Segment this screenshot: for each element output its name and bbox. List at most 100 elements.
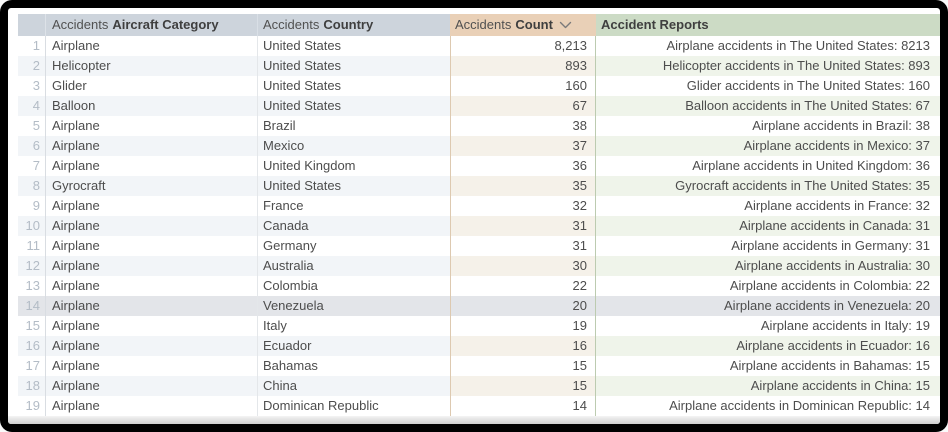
header-aircraft-category[interactable]: Accidents Aircraft Category [46,14,258,36]
header-country[interactable]: Accidents Country [258,14,450,36]
count-cell[interactable]: 20 [450,296,596,316]
count-cell[interactable]: 37 [450,136,596,156]
accident-report-cell[interactable]: Airplane accidents in Australia: 30 [596,256,940,276]
accident-report-cell[interactable]: Balloon accidents in The United States: … [596,96,940,116]
count-cell[interactable]: 67 [450,96,596,116]
aircraft-category-cell[interactable]: Airplane [46,216,258,236]
aircraft-category-cell[interactable]: Airplane [46,396,258,416]
table-row[interactable]: 2 Helicopter United States 893 Helicopte… [18,56,940,76]
count-cell[interactable]: 31 [450,216,596,236]
country-cell[interactable]: France [263,198,304,213]
count-cell[interactable]: 8,213 [450,36,596,56]
aircraft-category-cell[interactable]: Airplane [46,116,258,136]
accident-report-cell[interactable]: Gyrocraft accidents in The United States… [596,176,940,196]
country-cell[interactable]: Brazil [263,118,296,133]
aircraft-category-cell[interactable]: Airplane [46,256,258,276]
accident-report-cell[interactable]: Airplane accidents in Italy: 19 [760,318,930,333]
accident-report-cell[interactable]: Airplane accidents in The United States:… [666,38,930,53]
count-cell[interactable]: 19 [450,316,596,336]
country-cell[interactable]: Mexico [258,136,450,156]
country-cell[interactable]: Dominican Republic [263,398,379,413]
count-cell[interactable]: 14 [450,396,596,416]
aircraft-category-cell[interactable]: Airplane [46,296,258,316]
count-cell[interactable]: 15 [450,376,596,396]
aircraft-category-cell[interactable]: Airplane [46,36,258,56]
accident-report-cell[interactable]: Airplane accidents in Ecuador: 16 [596,336,940,356]
aircraft-category-cell[interactable]: Gyrocraft [46,176,258,196]
country-cell[interactable]: Italy [263,318,287,333]
aircraft-category-cell[interactable]: Airplane [46,336,258,356]
table-row[interactable]: 19 Airplane Dominican Republic 14 Airpla… [18,396,940,416]
table-row[interactable]: 12 Airplane Australia 30 Airplane accide… [18,256,940,276]
table-row[interactable]: 1 Airplane United States 8,213 Airplane … [18,36,940,56]
table-row[interactable]: 9 Airplane France 32 Airplane accidents … [18,196,940,216]
country-cell[interactable]: United States [258,176,450,196]
header-accident-reports[interactable]: Accident Reports [596,14,940,36]
header-row-number[interactable] [18,14,46,36]
country-cell[interactable]: Bahamas [263,358,318,373]
accident-report-cell[interactable]: Airplane accidents in Germany: 31 [731,238,930,253]
count-cell[interactable]: 893 [450,56,596,76]
accident-report-cell[interactable]: Airplane accidents in Canada: 31 [596,216,940,236]
table-row[interactable]: 18 Airplane China 15 Airplane accidents … [18,376,940,396]
horizontal-scrollbar[interactable] [8,416,940,424]
table-row[interactable]: 17 Airplane Bahamas 15 Airplane accident… [18,356,940,376]
country-cell[interactable]: United States [258,56,450,76]
country-cell[interactable]: China [258,376,450,396]
table-row[interactable]: 4 Balloon United States 67 Balloon accid… [18,96,940,116]
country-cell[interactable]: Venezuela [258,296,450,316]
aircraft-category-cell[interactable]: Glider [46,76,258,96]
table-row[interactable]: 15 Airplane Italy 19 Airplane accidents … [18,316,940,336]
aircraft-category-cell[interactable]: Airplane [46,376,258,396]
count-cell[interactable]: 35 [450,176,596,196]
accident-report-cell[interactable]: Airplane accidents in United Kingdom: 36 [692,158,930,173]
accident-report-cell[interactable]: Airplane accidents in Brazil: 38 [752,118,930,133]
count-cell[interactable]: 15 [450,356,596,376]
aircraft-category-cell[interactable]: Airplane [46,196,258,216]
aircraft-category-cell[interactable]: Airplane [46,236,258,256]
accident-report-cell[interactable]: Airplane accidents in Bahamas: 15 [729,358,930,373]
aircraft-category-cell[interactable]: Airplane [46,316,258,336]
country-cell[interactable]: Canada [258,216,450,236]
aircraft-category-cell[interactable]: Airplane [46,356,258,376]
accident-report-cell[interactable]: Helicopter accidents in The United State… [596,56,940,76]
country-cell[interactable]: United States [263,38,342,53]
country-cell[interactable]: Australia [258,256,450,276]
table-row[interactable]: 6 Airplane Mexico 37 Airplane accidents … [18,136,940,156]
accident-report-cell[interactable]: Airplane accidents in Mexico: 37 [596,136,940,156]
table-row[interactable]: 5 Airplane Brazil 38 Airplane accidents … [18,116,940,136]
header-count[interactable]: Accidents Count [450,14,596,36]
accident-report-cell[interactable]: Glider accidents in The United States: 1… [686,78,930,93]
aircraft-category-cell[interactable]: Airplane [46,276,258,296]
count-cell[interactable]: 16 [450,336,596,356]
accident-report-cell[interactable]: Airplane accidents in Venezuela: 20 [596,296,940,316]
country-cell[interactable]: United Kingdom [263,158,356,173]
accident-report-cell[interactable]: Airplane accidents in Dominican Republic… [669,398,930,413]
accident-report-cell[interactable]: Airplane accidents in China: 15 [596,376,940,396]
aircraft-category-cell[interactable]: Balloon [46,96,258,116]
accident-report-cell[interactable]: Airplane accidents in Colombia: 22 [729,278,930,293]
country-cell[interactable]: United States [258,96,450,116]
table-row[interactable]: 13 Airplane Colombia 22 Airplane acciden… [18,276,940,296]
sort-desc-icon[interactable] [559,21,572,29]
count-cell[interactable]: 30 [450,256,596,276]
count-cell[interactable]: 160 [450,76,596,96]
table-row[interactable]: 11 Airplane Germany 31 Airplane accident… [18,236,940,256]
aircraft-category-cell[interactable]: Airplane [46,136,258,156]
count-cell[interactable]: 38 [450,116,596,136]
table-row[interactable]: 8 Gyrocraft United States 35 Gyrocraft a… [18,176,940,196]
table-row[interactable]: 3 Glider United States 160 Glider accide… [18,76,940,96]
country-cell[interactable]: Ecuador [258,336,450,356]
country-cell[interactable]: Colombia [263,278,318,293]
count-cell[interactable]: 31 [450,236,596,256]
table-row[interactable]: 14 Airplane Venezuela 20 Airplane accide… [18,296,940,316]
count-cell[interactable]: 32 [450,196,596,216]
table-row[interactable]: 16 Airplane Ecuador 16 Airplane accident… [18,336,940,356]
country-cell[interactable]: Germany [263,238,317,253]
aircraft-category-cell[interactable]: Airplane [46,156,258,176]
count-cell[interactable]: 36 [450,156,596,176]
table-row[interactable]: 7 Airplane United Kingdom 36 Airplane ac… [18,156,940,176]
country-cell[interactable]: United States [263,78,342,93]
accident-report-cell[interactable]: Airplane accidents in France: 32 [744,198,930,213]
table-row[interactable]: 10 Airplane Canada 31 Airplane accidents… [18,216,940,236]
